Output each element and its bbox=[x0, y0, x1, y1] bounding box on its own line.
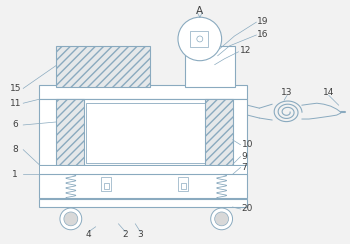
Text: 19: 19 bbox=[257, 17, 269, 26]
Circle shape bbox=[60, 208, 82, 230]
Text: A: A bbox=[196, 6, 203, 16]
Text: 1: 1 bbox=[12, 170, 18, 179]
Text: 15: 15 bbox=[9, 84, 21, 93]
Bar bbox=[185, 46, 234, 87]
Bar bbox=[56, 99, 84, 164]
Circle shape bbox=[215, 212, 229, 226]
Text: 20: 20 bbox=[241, 204, 253, 214]
Text: 14: 14 bbox=[323, 88, 335, 97]
Bar bbox=[39, 174, 247, 198]
Text: 4: 4 bbox=[86, 230, 91, 239]
Bar bbox=[39, 99, 247, 164]
Bar bbox=[39, 199, 247, 207]
Text: 6: 6 bbox=[12, 121, 18, 130]
Bar bbox=[56, 46, 150, 87]
Text: 3: 3 bbox=[138, 230, 143, 239]
Text: 8: 8 bbox=[12, 145, 18, 154]
Bar bbox=[205, 99, 232, 164]
Circle shape bbox=[64, 212, 78, 226]
Text: 9: 9 bbox=[241, 152, 247, 161]
Circle shape bbox=[211, 208, 232, 230]
Bar bbox=[178, 177, 188, 191]
Bar bbox=[100, 177, 111, 191]
Bar bbox=[190, 31, 208, 47]
Circle shape bbox=[178, 17, 222, 61]
Circle shape bbox=[197, 36, 203, 42]
Bar bbox=[181, 183, 186, 189]
Text: 13: 13 bbox=[281, 88, 293, 97]
Text: 7: 7 bbox=[241, 163, 247, 172]
Bar bbox=[39, 85, 247, 99]
Text: 12: 12 bbox=[239, 46, 251, 55]
Bar bbox=[86, 103, 205, 163]
Text: 2: 2 bbox=[122, 230, 128, 239]
Bar bbox=[104, 183, 108, 189]
Text: 16: 16 bbox=[257, 30, 269, 39]
Text: 11: 11 bbox=[9, 99, 21, 108]
Bar bbox=[39, 164, 247, 174]
Text: 10: 10 bbox=[241, 140, 253, 149]
